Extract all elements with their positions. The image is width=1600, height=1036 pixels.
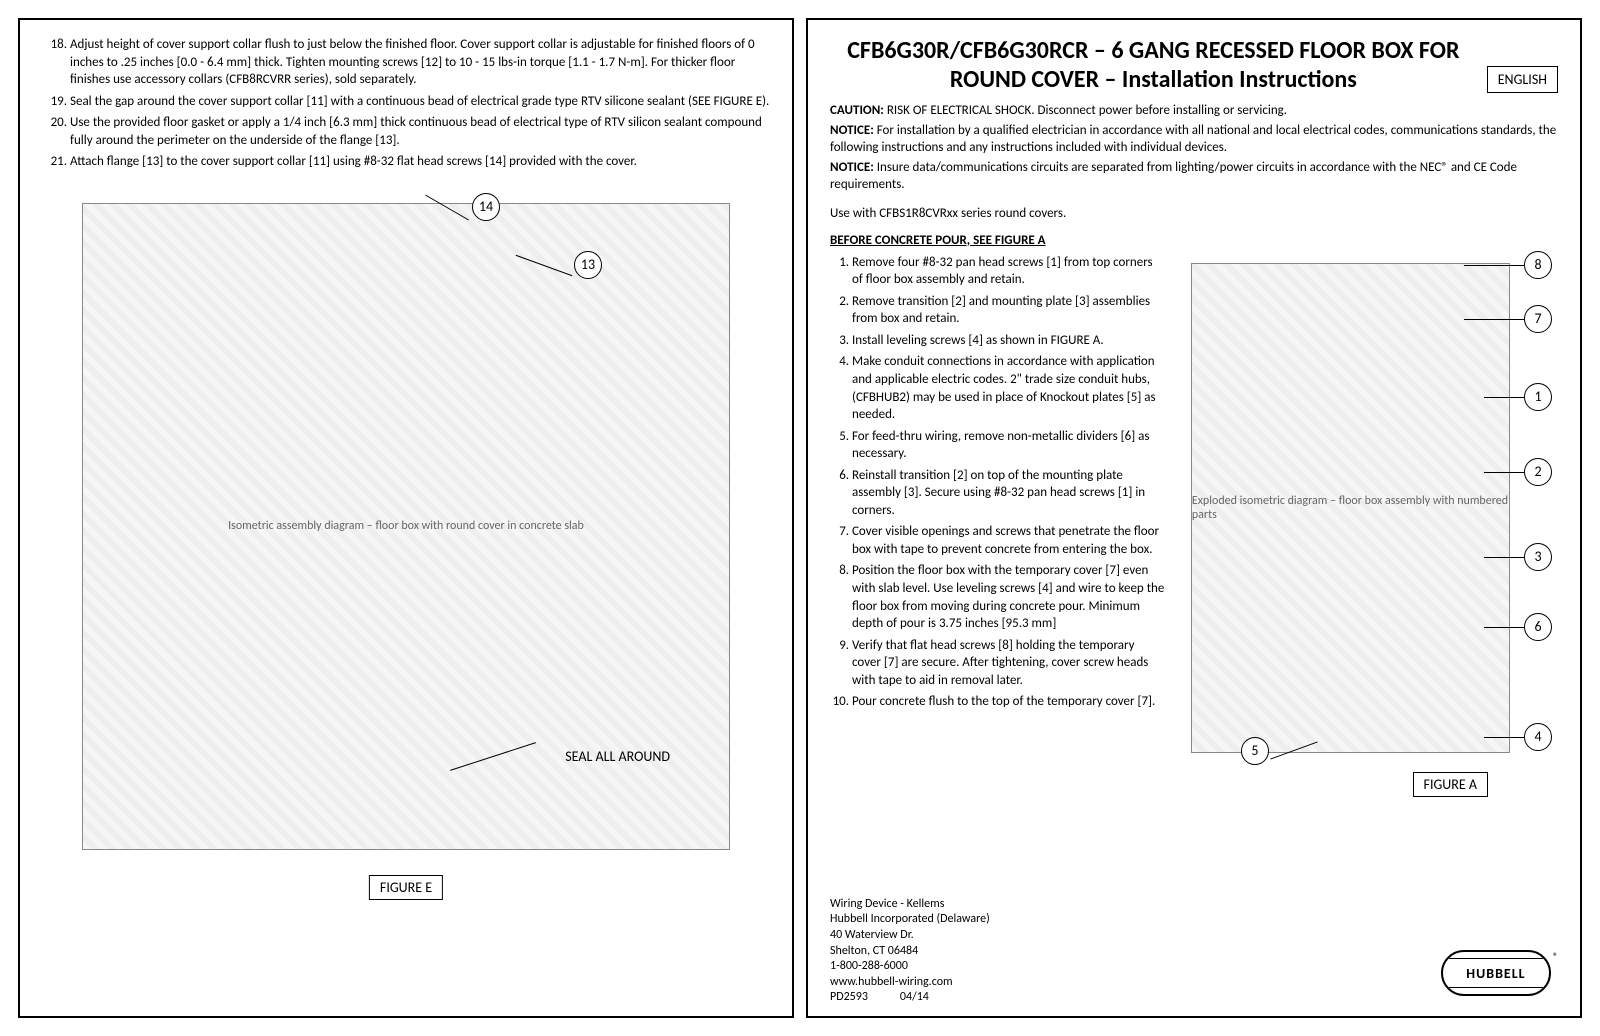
title-row: CFB6G30R/CFB6G30RCR – 6 GANG RECESSED FL… — [830, 36, 1558, 94]
figure-e-alt: Isometric assembly diagram – floor box w… — [228, 519, 584, 533]
step-20: Use the provided floor gasket or apply a… — [70, 114, 770, 149]
left-page: Adjust height of cover support collar fl… — [18, 18, 794, 1018]
doc-number: PD2593 — [830, 990, 868, 1006]
logo-text: HUBBELL — [1464, 965, 1527, 982]
figure-column: Exploded isometric diagram – floor box a… — [1181, 233, 1558, 1000]
rstep-6: Reinstall transition [2] on top of the m… — [852, 467, 1165, 520]
notice-1-label: NOTICE: — [830, 123, 874, 138]
section-heading: BEFORE CONCRETE POUR, SEE FIGURE A — [830, 233, 1165, 248]
leader-line — [1464, 265, 1524, 266]
footer-line-1: Wiring Device - Kellems — [830, 897, 990, 913]
figure-e-container: Isometric assembly diagram – floor box w… — [42, 183, 770, 1000]
left-steps-block: Adjust height of cover support collar fl… — [42, 36, 770, 175]
step-18: Adjust height of cover support collar fl… — [70, 36, 770, 89]
step-21: Attach flange [13] to the cover support … — [70, 153, 770, 171]
leader-line — [1484, 627, 1524, 628]
caution-label: CAUTION: — [830, 103, 884, 118]
callout-6: 6 — [1524, 613, 1552, 641]
figure-a-label: FIGURE A — [1413, 772, 1488, 797]
hubbell-logo: HUBBELL — [1441, 950, 1551, 996]
rstep-8: Position the floor box with the temporar… — [852, 562, 1165, 632]
seal-all-around-label: SEAL ALL AROUND — [565, 748, 670, 765]
text-column: BEFORE CONCRETE POUR, SEE FIGURE A Remov… — [830, 233, 1165, 1000]
callout-5: 5 — [1241, 737, 1269, 765]
leader-line — [1464, 319, 1524, 320]
step-19: Seal the gap around the cover support co… — [70, 93, 770, 111]
footer-line-4: Shelton, CT 06484 — [830, 944, 990, 960]
language-box: ENGLISH — [1487, 66, 1558, 93]
callout-14: 14 — [472, 193, 500, 221]
use-with-text: Use with CFBS1R8CVRxx series round cover… — [830, 206, 1558, 221]
content-row: BEFORE CONCRETE POUR, SEE FIGURE A Remov… — [830, 233, 1558, 1000]
figure-a-alt: Exploded isometric diagram – floor box a… — [1192, 494, 1509, 522]
callout-7: 7 — [1524, 305, 1552, 333]
figure-e-label: FIGURE E — [369, 875, 443, 900]
rstep-1: Remove four #8-32 pan head screws [1] fr… — [852, 254, 1165, 289]
left-steps-list: Adjust height of cover support collar fl… — [42, 36, 770, 171]
callout-4: 4 — [1524, 723, 1552, 751]
callout-8: 8 — [1524, 251, 1552, 279]
leader-line — [1484, 472, 1524, 473]
callout-3: 3 — [1524, 543, 1552, 571]
leader-line — [1484, 557, 1524, 558]
rstep-3: Install leveling screws [4] as shown in … — [852, 332, 1165, 350]
footer-line-6: www.hubbell-wiring.com — [830, 975, 990, 991]
figure-a-container: Exploded isometric diagram – floor box a… — [1181, 233, 1558, 793]
notice-1-text: For installation by a qualified electric… — [830, 123, 1556, 156]
notice-2-line: NOTICE: Insure data/communications circu… — [830, 159, 1558, 194]
title-block: CFB6G30R/CFB6G30RCR – 6 GANG RECESSED FL… — [830, 36, 1477, 94]
rstep-5: For feed-thru wiring, remove non-metalli… — [852, 428, 1165, 463]
callout-13: 13 — [574, 251, 602, 279]
doc-date: 04/14 — [900, 990, 929, 1006]
rstep-10: Pour concrete flush to the top of the te… — [852, 693, 1165, 711]
right-page: CFB6G30R/CFB6G30RCR – 6 GANG RECESSED FL… — [806, 18, 1582, 1018]
right-steps-list: Remove four #8-32 pan head screws [1] fr… — [830, 254, 1165, 711]
footer-line-2: Hubbell Incorporated (Delaware) — [830, 912, 990, 928]
footer-block: Wiring Device - Kellems Hubbell Incorpor… — [830, 897, 990, 1006]
callout-1: 1 — [1524, 383, 1552, 411]
footer-line-3: 40 Waterview Dr. — [830, 928, 990, 944]
title-line-2: ROUND COVER – Installation Instructions — [830, 65, 1477, 94]
caution-line: CAUTION: RISK OF ELECTRICAL SHOCK. Disco… — [830, 102, 1558, 120]
notice-2-text: Insure data/communications circuits are … — [830, 160, 1517, 193]
rstep-7: Cover visible openings and screws that p… — [852, 523, 1165, 558]
leader-line — [1484, 737, 1524, 738]
rstep-4: Make conduit connections in accordance w… — [852, 353, 1165, 423]
registered-mark: ® — [1553, 950, 1558, 963]
footer-line-5: 1-800-288-6000 — [830, 959, 990, 975]
notices-block: CAUTION: RISK OF ELECTRICAL SHOCK. Disco… — [830, 102, 1558, 196]
leader-line — [1484, 397, 1524, 398]
title-line-1: CFB6G30R/CFB6G30RCR – 6 GANG RECESSED FL… — [830, 36, 1477, 65]
callout-2: 2 — [1524, 458, 1552, 486]
rstep-9: Verify that flat head screws [8] holding… — [852, 637, 1165, 690]
notice-2-label: NOTICE: — [830, 160, 874, 175]
footer-doc-row: PD2593 04/14 — [830, 990, 990, 1006]
notice-1-line: NOTICE: For installation by a qualified … — [830, 122, 1558, 157]
caution-text: RISK OF ELECTRICAL SHOCK. Disconnect pow… — [887, 103, 1287, 118]
logo-wrap: HUBBELL ® — [1441, 950, 1558, 996]
figure-a-diagram: Exploded isometric diagram – floor box a… — [1191, 263, 1510, 753]
rstep-2: Remove transition [2] and mounting plate… — [852, 293, 1165, 328]
